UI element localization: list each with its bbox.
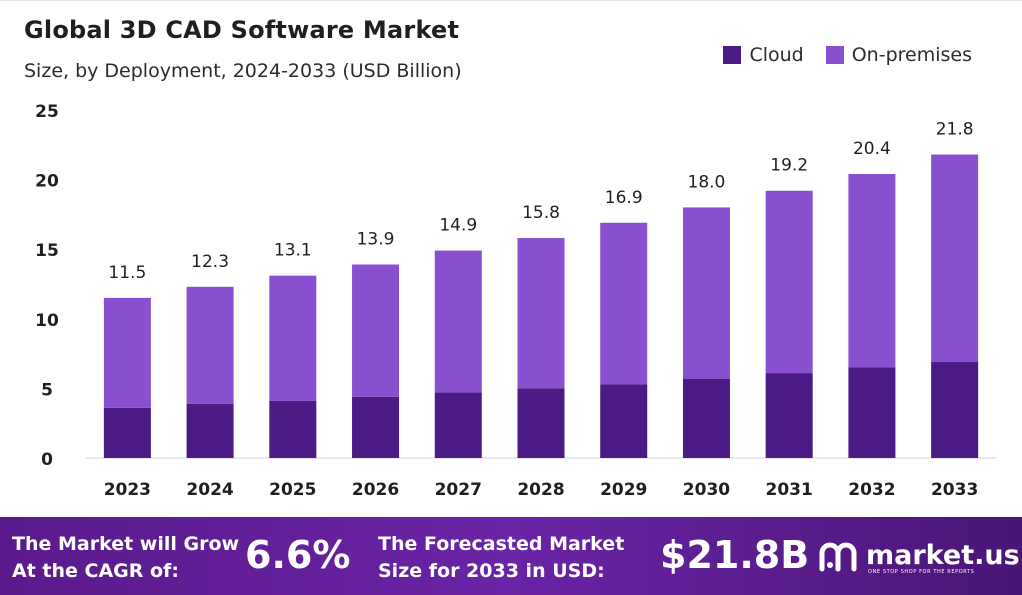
cagr-label: The Market will Grow At the CAGR of: bbox=[12, 531, 239, 585]
bar-total-label: 21.8 bbox=[936, 120, 974, 140]
logo-tagline: ONE STOP SHOP FOR THE REPORTS bbox=[868, 569, 975, 575]
bar-segment-cloud bbox=[517, 388, 565, 458]
x-tick-label: 2032 bbox=[848, 480, 895, 500]
y-tick-label: 15 bbox=[35, 241, 59, 261]
bar-segment-cloud bbox=[848, 367, 896, 458]
cagr-label-line1: The Market will Grow bbox=[12, 533, 240, 555]
bar-chart: 051015202511.5202312.3202413.1202513.920… bbox=[35, 102, 996, 500]
legend-label-on-premises: On-premises bbox=[851, 44, 972, 66]
chart-subtitle: Size, by Deployment, 2024-2033 (USD Bill… bbox=[24, 60, 462, 82]
bar-total-label: 14.9 bbox=[439, 216, 477, 236]
x-tick-label: 2024 bbox=[186, 480, 233, 500]
chart-title: Global 3D CAD Software Market bbox=[24, 16, 460, 44]
bar-segment-cloud bbox=[434, 392, 482, 458]
bar-total-label: 12.3 bbox=[191, 252, 229, 272]
x-tick-label: 2029 bbox=[600, 480, 647, 500]
bar-segment-on-premises bbox=[931, 154, 979, 362]
bar-segment-cloud bbox=[186, 403, 234, 458]
market-us-logo-icon bbox=[819, 542, 857, 572]
bar-segment-on-premises bbox=[352, 264, 400, 397]
x-tick-label: 2028 bbox=[517, 480, 564, 500]
bar-segment-on-premises bbox=[682, 207, 730, 379]
forecast-label: The Forecasted Market Size for 2033 in U… bbox=[378, 531, 624, 585]
legend-swatch-on-premises bbox=[825, 46, 844, 64]
bar-segment-on-premises bbox=[103, 297, 151, 408]
y-tick-label: 25 bbox=[35, 102, 59, 122]
footer-banner: The Market will Grow At the CAGR of: 6.6… bbox=[0, 517, 1022, 595]
bar-total-label: 11.5 bbox=[108, 263, 146, 283]
bar-total-label: 13.1 bbox=[274, 241, 312, 261]
market-us-logo: market.us ONE STOP SHOP FOR THE REPORTS bbox=[818, 539, 1020, 575]
bar-segment-cloud bbox=[682, 378, 730, 458]
bar-segment-cloud bbox=[600, 384, 648, 458]
bar-segment-cloud bbox=[352, 396, 400, 458]
forecast-label-line2: Size for 2033 in USD: bbox=[378, 560, 605, 582]
bar-segment-on-premises bbox=[186, 286, 234, 404]
legend-item-on-premises: On-premises bbox=[825, 44, 972, 66]
legend-label-cloud: Cloud bbox=[749, 44, 804, 66]
x-tick-label: 2025 bbox=[269, 480, 316, 500]
bar-segment-cloud bbox=[103, 407, 151, 458]
bar-segment-on-premises bbox=[517, 238, 565, 389]
y-tick-label: 0 bbox=[41, 450, 53, 470]
bar-segment-on-premises bbox=[600, 222, 648, 385]
cagr-value: 6.6% bbox=[245, 533, 351, 577]
legend: Cloud On-premises bbox=[701, 44, 972, 66]
y-tick-label: 20 bbox=[35, 172, 59, 192]
bar-segment-cloud bbox=[765, 373, 813, 458]
legend-item-cloud: Cloud bbox=[723, 44, 804, 66]
legend-swatch-cloud bbox=[723, 46, 742, 64]
bar-total-label: 20.4 bbox=[853, 139, 891, 159]
bar-segment-cloud bbox=[269, 400, 317, 458]
x-tick-label: 2023 bbox=[104, 480, 151, 500]
logo-name: market.us bbox=[866, 540, 1020, 571]
x-tick-label: 2031 bbox=[766, 480, 813, 500]
bar-segment-cloud bbox=[931, 361, 979, 458]
x-tick-label: 2026 bbox=[352, 480, 399, 500]
bar-total-label: 13.9 bbox=[357, 230, 395, 250]
bar-total-label: 18.0 bbox=[688, 172, 726, 192]
x-tick-label: 2027 bbox=[435, 480, 482, 500]
forecast-label-line1: The Forecasted Market bbox=[378, 533, 625, 555]
x-tick-label: 2033 bbox=[931, 480, 978, 500]
bar-segment-on-premises bbox=[434, 250, 482, 393]
y-tick-label: 5 bbox=[41, 380, 53, 400]
y-tick-label: 10 bbox=[35, 311, 59, 331]
bar-total-label: 16.9 bbox=[605, 188, 643, 208]
x-tick-label: 2030 bbox=[683, 480, 730, 500]
bar-total-label: 15.8 bbox=[522, 203, 560, 223]
bar-segment-on-premises bbox=[765, 190, 813, 374]
bar-total-label: 19.2 bbox=[770, 156, 808, 176]
cagr-label-line2: At the CAGR of: bbox=[12, 560, 179, 582]
bar-segment-on-premises bbox=[848, 174, 896, 368]
forecast-value: $21.8B bbox=[660, 533, 810, 577]
bar-segment-on-premises bbox=[269, 275, 317, 401]
